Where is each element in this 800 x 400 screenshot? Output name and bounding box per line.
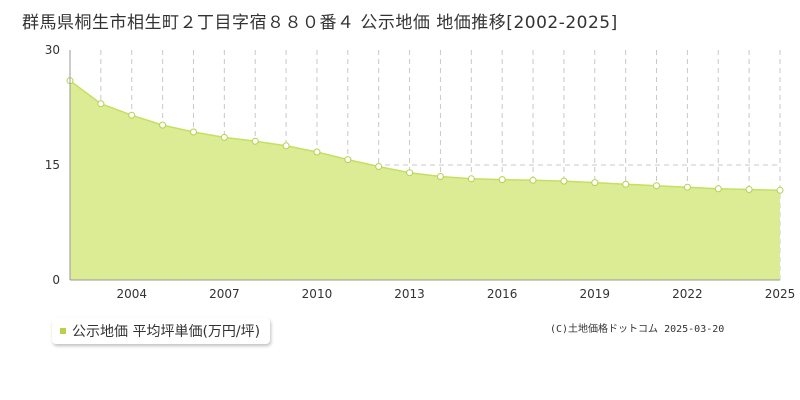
copyright-text: (C)土地価格ドットコム 2025-03-20 — [550, 324, 725, 335]
legend-swatch — [60, 328, 66, 334]
data-point — [683, 183, 691, 191]
data-point — [375, 163, 383, 170]
data-point — [745, 186, 753, 193]
data-point — [498, 176, 506, 184]
data-point — [220, 133, 228, 141]
data-point — [776, 186, 784, 194]
x-tick-label: 2019 — [580, 287, 611, 301]
data-point — [467, 175, 475, 183]
series-line — [69, 80, 781, 192]
y-tick-label: 0 — [52, 273, 60, 287]
chart-title: 群馬県桐生市相生町２丁目字宿８８０番４ 公示地価 地価推移[2002-2025] — [22, 13, 618, 33]
data-point — [653, 182, 660, 190]
data-point — [344, 156, 352, 164]
data-point — [529, 176, 537, 184]
data-point — [251, 137, 259, 145]
data-point — [406, 169, 414, 177]
data-point — [436, 173, 444, 180]
x-tick-label: 2022 — [672, 287, 703, 301]
data-point — [97, 100, 105, 108]
x-tick-label: 2025 — [765, 287, 796, 301]
data-point — [190, 128, 197, 136]
data-point — [622, 180, 630, 188]
y-tick-label: 15 — [45, 158, 60, 172]
data-point — [282, 142, 290, 150]
data-point — [128, 111, 136, 119]
legend-label: 公示地価 平均坪単価(万円/坪) — [72, 324, 261, 340]
series-area — [70, 80, 780, 280]
data-point — [714, 185, 722, 193]
data-point — [591, 179, 599, 187]
x-tick-label: 2007 — [209, 287, 240, 301]
x-tick-label: 2013 — [394, 287, 425, 301]
x-tick-label: 2016 — [487, 287, 518, 301]
y-tick-label: 30 — [45, 43, 60, 57]
axis-layer: 0 15 30 2004 2007 2010 2013 2016 2019 2022 2025 — [45, 43, 796, 301]
data-point — [159, 121, 167, 129]
x-tick-label: 2010 — [302, 287, 333, 301]
data-point — [313, 148, 321, 156]
legend: 公示地価 平均坪単価(万円/坪) — [52, 318, 271, 344]
data-point — [560, 177, 568, 185]
x-tick-label: 2004 — [116, 287, 147, 301]
